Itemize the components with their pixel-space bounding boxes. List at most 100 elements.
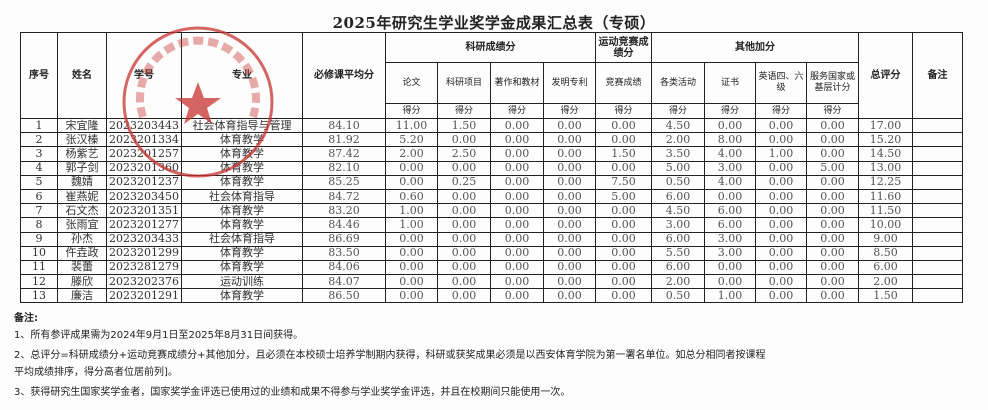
cell-svc: 0.00	[806, 245, 859, 261]
cell-seq: 13	[20, 288, 58, 304]
score-label: 得分	[437, 103, 491, 119]
cell-act: 3.00	[651, 217, 705, 233]
header-other: 其他加分	[651, 32, 859, 63]
cell-remark	[912, 188, 963, 205]
cell-svc: 0.00	[806, 117, 859, 134]
cell-total: 14.50	[858, 146, 913, 162]
notes-heading: 备注:	[14, 313, 38, 324]
cell-id: 2023201334	[106, 132, 182, 148]
cell-book: 0.00	[490, 259, 544, 276]
cell-comp: 0.00	[595, 203, 652, 219]
note-item: 2、总评分=科研成绩分+运动竞赛成绩分+其他加分，且必须在本校硕士培养学制期内获…	[14, 350, 766, 361]
cell-avg: 82.10	[302, 160, 386, 176]
cell-id: 2023203450	[106, 188, 182, 205]
cell-avg: 83.20	[302, 203, 386, 219]
header-name: 姓名	[57, 32, 107, 119]
cell-major: 体育教学	[181, 203, 303, 219]
cell-patent: 0.00	[543, 231, 596, 247]
cell-eng: 0.00	[755, 174, 807, 190]
cell-avg: 84.46	[302, 217, 386, 233]
cell-book: 0.00	[490, 160, 544, 176]
cell-major: 体育教学	[181, 146, 303, 162]
cell-remark	[912, 132, 963, 148]
table-row: 3 杨紫艺 2023201257 体育教学 87.42 2.00 2.50 0.00 0.00 1…	[20, 146, 963, 162]
cell-svc: 0.00	[806, 231, 859, 247]
cell-book: 0.00	[490, 146, 544, 162]
header-total: 总评分	[858, 32, 913, 119]
cell-total: 2.00	[858, 274, 913, 290]
cell-name: 裴蕾	[57, 259, 107, 276]
cell-id: 2023203443	[106, 117, 182, 134]
cell-paper: 0.00	[385, 245, 438, 261]
score-label: 得分	[651, 103, 705, 119]
cell-major: 体育教学	[181, 174, 303, 190]
cell-paper: 0.00	[385, 231, 438, 247]
table-row: 2 张汉榛 2023201334 体育教学 81.92 5.20 0.00 0.00 0.00 0…	[20, 132, 963, 148]
cell-avg: 85.25	[302, 174, 386, 190]
cell-comp: 0.00	[595, 288, 652, 304]
table-row: 6 崔燕妮 2023203450 社会体育指导 84.72 0.60 0.00 0.00 0.0…	[20, 188, 963, 205]
cell-avg: 83.50	[302, 245, 386, 261]
cell-comp: 5.00	[595, 188, 652, 205]
cell-name: 杨紫艺	[57, 146, 107, 162]
cell-major: 社会体育指导	[181, 231, 303, 247]
cell-id: 2023203433	[106, 231, 182, 247]
cell-comp: 0.00	[595, 259, 652, 276]
cell-svc: 0.00	[806, 217, 859, 233]
cell-remark	[912, 160, 963, 176]
cell-name: 崔燕妮	[57, 188, 107, 205]
cell-svc: 0.00	[806, 288, 859, 304]
cell-svc: 0.00	[806, 259, 859, 276]
header-book: 著作和教材	[490, 62, 544, 104]
cell-patent: 0.00	[543, 174, 596, 190]
cell-comp: 0.00	[595, 160, 652, 176]
cell-name: 张汉榛	[57, 132, 107, 148]
cell-name: 石文杰	[57, 203, 107, 219]
header-student-id: 学号	[106, 32, 182, 119]
cell-eng: 0.00	[755, 132, 807, 148]
document-title: 2025年研究生学业奖学金成果汇总表（专硕）	[332, 14, 656, 32]
cell-eng: 0.00	[755, 231, 807, 247]
cell-eng: 0.00	[755, 274, 807, 290]
cell-name: 宋宜隆	[57, 117, 107, 134]
cell-project: 0.00	[437, 188, 491, 205]
cell-major: 体育教学	[181, 160, 303, 176]
cell-total: 12.25	[858, 174, 913, 190]
cell-book: 0.00	[490, 188, 544, 205]
cell-patent: 0.00	[543, 132, 596, 148]
note-item: 1、所有参评成果需为2024年9月1日至2025年8月31日间获得。	[14, 330, 304, 341]
cell-project: 0.00	[437, 217, 491, 233]
table-row: 11 裴蕾 2023281279 体育教学 84.06 0.00 0.00 0.00 0.00 0…	[20, 259, 963, 276]
cell-id: 2023201360	[106, 160, 182, 176]
cell-project: 0.00	[437, 203, 491, 219]
cell-remark	[912, 274, 963, 290]
cell-id: 2023201299	[106, 245, 182, 261]
cell-paper: 0.00	[385, 160, 438, 176]
score-label: 得分	[490, 103, 544, 119]
cell-act: 4.50	[651, 117, 705, 134]
table-row: 8 张雨宜 2023201277 体育教学 84.46 1.00 0.00 0.00 0.00 0…	[20, 217, 963, 233]
cell-cert: 4.00	[704, 146, 756, 162]
cell-major: 体育教学	[181, 245, 303, 261]
cell-cert: 3.00	[704, 245, 756, 261]
table-row: 13 廉洁 2023201291 体育教学 86.50 0.00 0.00 0.00 0.00 0…	[20, 288, 963, 304]
cell-name: 廉洁	[57, 288, 107, 304]
header-research: 科研成绩分	[385, 32, 596, 63]
cell-book: 0.00	[490, 217, 544, 233]
cell-book: 0.00	[490, 117, 544, 134]
cell-comp: 7.50	[595, 174, 652, 190]
cell-paper: 0.00	[385, 288, 438, 304]
cell-comp: 0.00	[595, 117, 652, 134]
cell-avg: 84.10	[302, 117, 386, 134]
header-activities: 各类活动	[651, 62, 705, 104]
cell-patent: 0.00	[543, 245, 596, 261]
header-certificate: 证书	[704, 62, 756, 104]
cell-cert: 6.00	[704, 203, 756, 219]
cell-cert: 4.00	[704, 174, 756, 190]
cell-svc: 0.00	[806, 174, 859, 190]
cell-id: 2023201277	[106, 217, 182, 233]
cell-id: 2023202376	[106, 274, 182, 290]
note-item: 3、获得研究生国家奖学金者，国家奖学金评选已使用过的业绩和成果不得参与学业奖学金…	[14, 387, 571, 398]
cell-project: 0.00	[437, 231, 491, 247]
header-paper: 论文	[385, 62, 438, 104]
